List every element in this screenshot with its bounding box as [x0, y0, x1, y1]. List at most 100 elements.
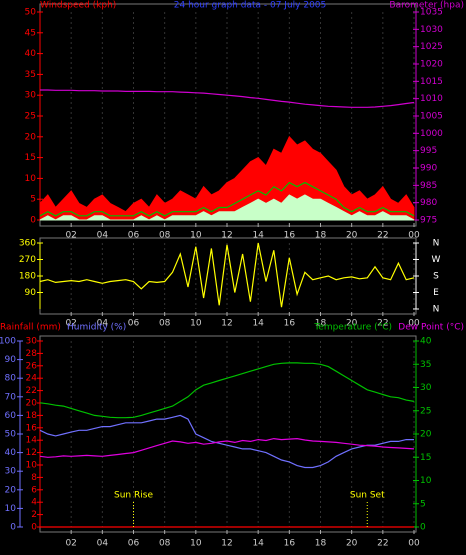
line — [39, 437, 415, 458]
x-tick-label: 06 — [128, 539, 140, 549]
y-tick-label: 8 — [31, 473, 37, 483]
x-tick-label: 22 — [377, 319, 388, 329]
line — [39, 414, 414, 469]
x-tick-label: 02 — [65, 231, 76, 241]
x-tick-label: 12 — [221, 539, 232, 549]
y-tick-label: 975 — [420, 216, 437, 226]
axis-title: Barometer (hpa) — [389, 1, 464, 11]
x-tick-label: 18 — [315, 231, 327, 241]
y-tick-label: 0 — [31, 523, 37, 533]
y-tick-label: 1010 — [420, 94, 443, 104]
x-tick-label: 00 — [408, 539, 420, 549]
axis-title: Temperature (°C) — [313, 323, 392, 333]
y-tick-label: 22 — [26, 386, 37, 396]
y-tick-label: 1025 — [420, 42, 443, 52]
y-tick-label: 25 — [420, 406, 431, 416]
y-tick-label: 15 — [25, 153, 36, 163]
area — [39, 194, 415, 221]
y-tick-label: 980 — [420, 198, 437, 208]
x-tick-label: 16 — [284, 231, 296, 241]
y-tick-label: 1030 — [420, 25, 443, 35]
x-tick-label: 12 — [221, 319, 232, 329]
y-tick-label: 10 — [25, 174, 37, 184]
y-tick-label: W — [432, 255, 441, 265]
y-tick-label: 80 — [5, 374, 17, 384]
line — [40, 89, 415, 108]
x-tick-label: 20 — [346, 319, 358, 329]
x-tick-label: 10 — [190, 539, 202, 549]
x-tick-label: 02 — [65, 319, 76, 329]
y-tick-label: 990 — [420, 164, 437, 174]
y-tick-label: 12 — [26, 448, 37, 458]
x-tick-label: 08 — [159, 231, 171, 241]
y-tick-label: 360 — [19, 239, 36, 249]
y-tick-label: 0 — [420, 523, 426, 533]
y-tick-label: 18 — [26, 411, 38, 421]
x-tick-label: 06 — [128, 319, 140, 329]
y-tick-label: 20 — [25, 132, 37, 142]
x-tick-label: 18 — [315, 539, 327, 549]
y-tick-label: 180 — [19, 272, 36, 282]
line — [39, 181, 415, 217]
x-tick-label: 10 — [190, 319, 202, 329]
y-tick-label: 30 — [420, 383, 432, 393]
y-tick-label: 90 — [5, 355, 17, 365]
axis-title: Windspeed (kph) — [40, 1, 116, 11]
x-tick-label: 12 — [221, 231, 232, 241]
x-tick-label: 08 — [159, 539, 171, 549]
y-tick-label: 30 — [5, 467, 17, 477]
y-tick-label: N — [433, 305, 440, 315]
x-tick-label: 00 — [408, 231, 420, 241]
y-tick-label: 1000 — [420, 129, 443, 139]
x-tick-label: 22 — [377, 231, 388, 241]
y-tick-label: 1005 — [420, 112, 443, 122]
y-tick-label: 50 — [5, 430, 17, 440]
y-tick-label: 24 — [26, 374, 38, 384]
y-tick-label: 14 — [26, 436, 38, 446]
y-tick-label: 45 — [25, 28, 36, 38]
x-tick-label: 04 — [97, 231, 109, 241]
y-tick-label: 35 — [25, 70, 36, 80]
y-tick-label: 70 — [5, 392, 17, 402]
y-tick-label: E — [433, 288, 439, 298]
x-tick-label: 16 — [284, 319, 296, 329]
y-tick-label: 25 — [25, 112, 36, 122]
y-tick-label: 30 — [26, 337, 38, 347]
y-tick-label: 20 — [26, 399, 38, 409]
x-tick-label: 08 — [159, 319, 171, 329]
axis-title: Rainfall (mm) — [0, 323, 61, 333]
y-tick-label: 1020 — [420, 60, 443, 70]
y-tick-label: 20 — [5, 485, 17, 495]
y-tick-label: 60 — [5, 411, 17, 421]
x-tick-label: 10 — [190, 231, 202, 241]
y-tick-label: 10 — [5, 504, 17, 514]
x-tick-label: 06 — [128, 231, 140, 241]
y-tick-label: 5 — [30, 195, 36, 205]
y-tick-label: 35 — [420, 360, 431, 370]
line — [39, 242, 415, 308]
axis-title: Dew Point (°C) — [398, 323, 464, 333]
y-tick-label: N — [433, 239, 440, 249]
y-tick-label: 15 — [420, 453, 431, 463]
x-tick-label: 20 — [346, 231, 358, 241]
y-tick-label: 30 — [25, 91, 37, 101]
x-tick-label: 18 — [315, 319, 327, 329]
y-tick-label: 2 — [31, 510, 37, 520]
y-tick-label: S — [433, 272, 439, 282]
x-tick-label: 16 — [284, 539, 296, 549]
x-tick-label: 22 — [377, 539, 388, 549]
x-tick-label: 14 — [252, 319, 264, 329]
y-tick-label: 0 — [30, 216, 36, 226]
y-tick-label: 985 — [420, 181, 437, 191]
y-tick-label: 1035 — [420, 8, 443, 18]
x-tick-label: 04 — [97, 539, 109, 549]
y-tick-label: 90 — [25, 288, 37, 298]
x-tick-label: 14 — [252, 539, 264, 549]
y-tick-label: 1015 — [420, 77, 443, 87]
y-tick-label: 20 — [420, 430, 432, 440]
x-tick-label: 14 — [252, 231, 264, 241]
x-tick-label: 02 — [65, 539, 76, 549]
y-tick-label: 10 — [420, 476, 432, 486]
